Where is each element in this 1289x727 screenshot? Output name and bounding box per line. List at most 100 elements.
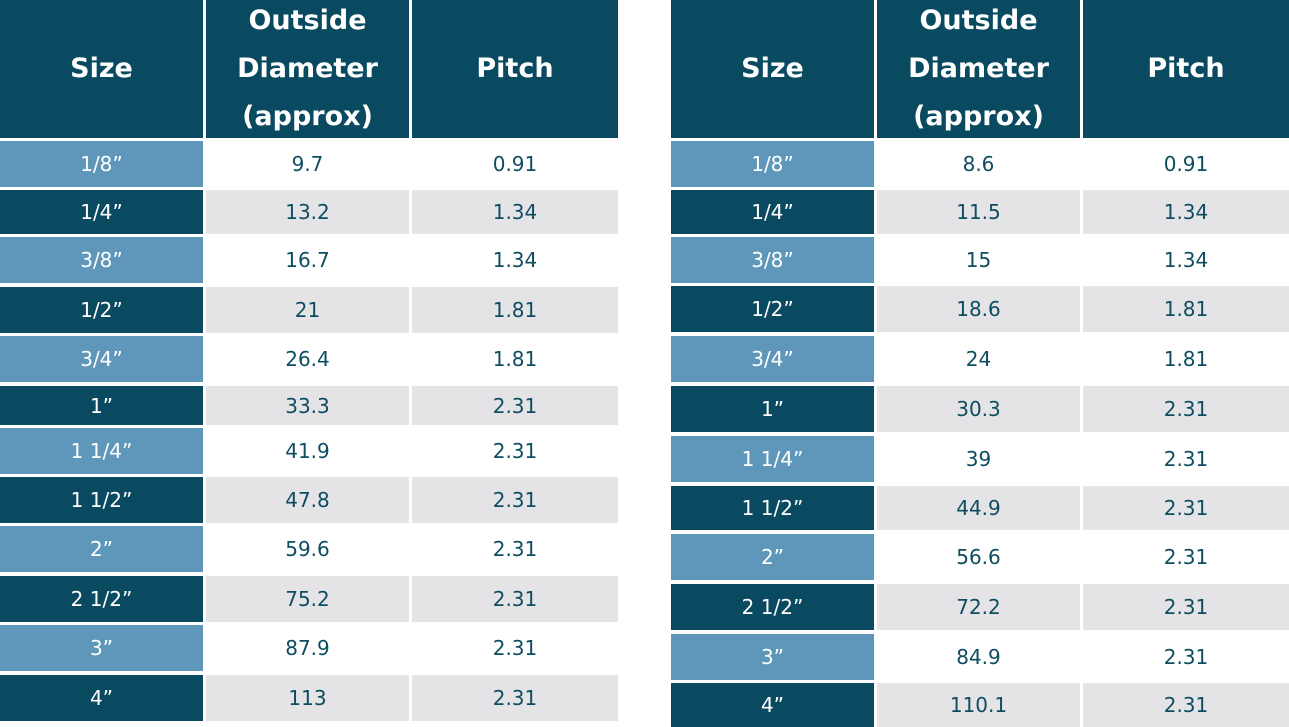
header-row: Size Outside Diameter (approx) Pitch (671, 0, 1289, 138)
diameter-cell: 26.4 (206, 336, 409, 382)
table-row: 1 1/4” 39 2.31 (671, 436, 1289, 482)
diameter-cell: 56.6 (877, 534, 1080, 580)
diameter-cell: 75.2 (206, 576, 409, 622)
pitch-cell: 1.34 (1083, 190, 1289, 234)
header-outside-diameter: Outside Diameter (approx) (206, 0, 409, 138)
table-row: 1” 30.3 2.31 (671, 386, 1289, 432)
size-cell: 3/4” (671, 336, 874, 382)
diameter-cell: 13.2 (206, 190, 409, 234)
table-row: 2 1/2” 75.2 2.31 (0, 576, 618, 622)
table-row: 1 1/2” 47.8 2.31 (0, 477, 618, 523)
pitch-cell: 2.31 (1083, 386, 1289, 432)
table-row: 1/4” 13.2 1.34 (0, 190, 618, 234)
pitch-cell: 2.31 (1083, 634, 1289, 680)
size-cell: 3/8” (0, 237, 203, 283)
diameter-cell: 41.9 (206, 428, 409, 474)
size-cell: 2 1/2” (0, 576, 203, 622)
size-cell: 4” (0, 675, 203, 721)
diameter-cell: 110.1 (877, 683, 1080, 727)
size-cell: 1/4” (671, 190, 874, 234)
table-row: 2” 59.6 2.31 (0, 526, 618, 572)
diameter-cell: 18.6 (877, 286, 1080, 332)
size-cell: 2 1/2” (671, 584, 874, 630)
size-cell: 1/4” (0, 190, 203, 234)
diameter-cell: 11.5 (877, 190, 1080, 234)
diameter-cell: 72.2 (877, 584, 1080, 630)
table-row: 1” 33.3 2.31 (0, 386, 618, 425)
pitch-cell: 0.91 (412, 141, 618, 187)
table-row: 3” 84.9 2.31 (671, 634, 1289, 680)
diameter-cell: 15 (877, 237, 1080, 283)
diameter-cell: 113 (206, 675, 409, 721)
table-row: 1/2” 21 1.81 (0, 287, 618, 333)
header-pitch: Pitch (412, 0, 618, 138)
size-cell: 2” (671, 534, 874, 580)
pitch-cell: 2.31 (412, 428, 618, 474)
pitch-cell: 2.31 (412, 576, 618, 622)
size-cell: 3/8” (671, 237, 874, 283)
table-row: 1/8” 8.6 0.91 (671, 141, 1289, 187)
diameter-cell: 16.7 (206, 237, 409, 283)
pitch-cell: 2.31 (1083, 436, 1289, 482)
diameter-cell: 30.3 (877, 386, 1080, 432)
table-row: 1/2” 18.6 1.81 (671, 286, 1289, 332)
pitch-cell: 2.31 (1083, 584, 1289, 630)
size-cell: 1 1/4” (671, 436, 874, 482)
header-size: Size (0, 0, 203, 138)
pitch-cell: 1.81 (1083, 286, 1289, 332)
size-cell: 4” (671, 683, 874, 727)
table-row: 3/4” 26.4 1.81 (0, 336, 618, 382)
diameter-cell: 24 (877, 336, 1080, 382)
pitch-cell: 2.31 (412, 675, 618, 721)
pitch-cell: 2.31 (412, 386, 618, 425)
diameter-cell: 9.7 (206, 141, 409, 187)
diameter-cell: 8.6 (877, 141, 1080, 187)
pitch-cell: 1.81 (412, 336, 618, 382)
table-row: 2” 56.6 2.31 (671, 534, 1289, 580)
header-size: Size (671, 0, 874, 138)
table-row: 2 1/2” 72.2 2.31 (671, 584, 1289, 630)
pitch-cell: 1.34 (412, 190, 618, 234)
pitch-cell: 2.31 (1083, 486, 1289, 530)
diameter-cell: 59.6 (206, 526, 409, 572)
table-row: 3/8” 16.7 1.34 (0, 237, 618, 283)
table-row: 3” 87.9 2.31 (0, 625, 618, 671)
size-cell: 3” (0, 625, 203, 671)
pitch-cell: 1.34 (1083, 237, 1289, 283)
pitch-cell: 2.31 (412, 625, 618, 671)
header-pitch: Pitch (1083, 0, 1289, 138)
table-row: 1 1/2” 44.9 2.31 (671, 486, 1289, 530)
size-cell: 1” (0, 386, 203, 425)
size-cell: 1 1/2” (0, 477, 203, 523)
size-cell: 1” (671, 386, 874, 432)
header-outside-diameter: Outside Diameter (approx) (877, 0, 1080, 138)
table-row: 1/4” 11.5 1.34 (671, 190, 1289, 234)
size-cell: 1 1/2” (671, 486, 874, 530)
size-cell: 1/8” (0, 141, 203, 187)
table-row: 4” 110.1 2.31 (671, 683, 1289, 727)
pitch-cell: 2.31 (412, 526, 618, 572)
pitch-cell: 2.31 (412, 477, 618, 523)
size-cell: 2” (0, 526, 203, 572)
pitch-cell: 1.81 (1083, 336, 1289, 382)
size-cell: 1/2” (0, 287, 203, 333)
diameter-cell: 87.9 (206, 625, 409, 671)
size-cell: 1 1/4” (0, 428, 203, 474)
size-cell: 1/8” (671, 141, 874, 187)
size-cell: 1/2” (671, 286, 874, 332)
right-thread-table: Size Outside Diameter (approx) Pitch 1/8… (671, 0, 1289, 727)
pitch-cell: 2.31 (1083, 683, 1289, 727)
table-row: 1 1/4” 41.9 2.31 (0, 428, 618, 474)
pitch-cell: 1.34 (412, 237, 618, 283)
table-row: 1/8” 9.7 0.91 (0, 141, 618, 187)
left-thread-table: Size Outside Diameter (approx) Pitch 1/8… (0, 0, 618, 727)
pitch-cell: 1.81 (412, 287, 618, 333)
size-cell: 3/4” (0, 336, 203, 382)
pitch-cell: 2.31 (1083, 534, 1289, 580)
diameter-cell: 21 (206, 287, 409, 333)
table-row: 3/4” 24 1.81 (671, 336, 1289, 382)
table-row: 4” 113 2.31 (0, 675, 618, 721)
size-cell: 3” (671, 634, 874, 680)
diameter-cell: 39 (877, 436, 1080, 482)
diameter-cell: 47.8 (206, 477, 409, 523)
